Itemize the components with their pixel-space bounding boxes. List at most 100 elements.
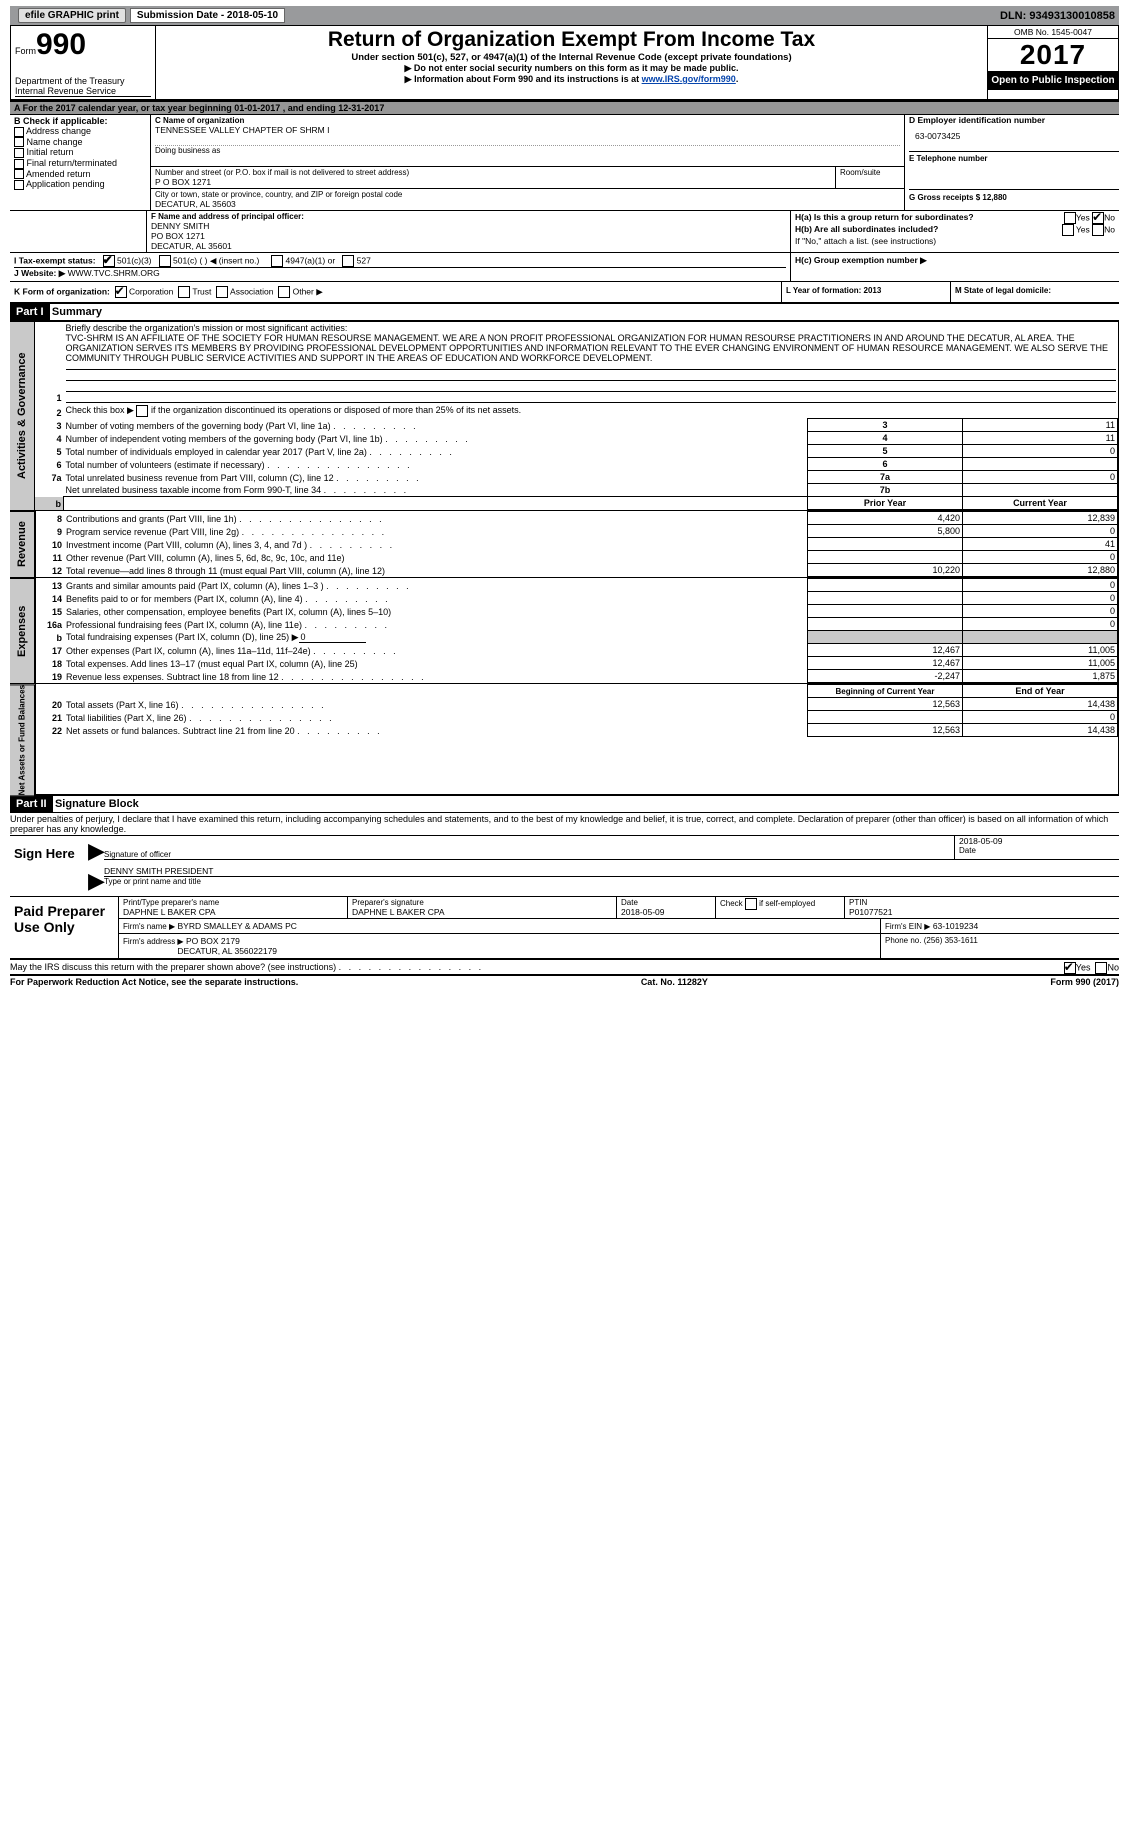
prep-date: 2018-05-09 <box>621 907 711 917</box>
line-10-cur: 41 <box>963 538 1118 551</box>
website-value: WWW.TVC.SHRM.ORG <box>68 268 160 278</box>
check-final-return[interactable]: Final return/terminated <box>27 158 118 168</box>
line-21-end: 0 <box>963 711 1118 724</box>
section-b-label: B Check if applicable: <box>14 116 150 126</box>
line-4-label: Number of independent voting members of … <box>66 434 468 444</box>
mission-text: TVC-SHRM IS AN AFFILIATE OF THE SOCIETY … <box>66 333 1109 363</box>
check-initial-return[interactable]: Initial return <box>27 147 74 157</box>
line-16b-label: Total fundraising expenses (Part IX, col… <box>66 632 299 642</box>
irs-link[interactable]: www.IRS.gov/form990 <box>642 74 736 84</box>
section-d-label: D Employer identification number <box>909 115 1119 125</box>
part-1-title: Summary <box>52 306 102 318</box>
check-other[interactable] <box>278 286 290 298</box>
dba-label: Doing business as <box>155 145 900 155</box>
row-a-tax-year: A For the 2017 calendar year, or tax yea… <box>10 100 1119 115</box>
check-name-change[interactable]: Name change <box>27 137 83 147</box>
line-6-value <box>963 458 1118 471</box>
firm-addr2: DECATUR, AL 356022179 <box>177 946 277 956</box>
ptin-label: PTIN <box>849 898 1115 907</box>
line-22-beg: 12,563 <box>808 724 963 737</box>
line-16a-cur: 0 <box>963 618 1118 631</box>
self-employed-check[interactable]: Check if self-employed <box>715 897 844 918</box>
check-amended-return[interactable]: Amended return <box>26 169 91 179</box>
line-9-label: Program service revenue (Part VIII, line… <box>66 527 384 537</box>
line-16a-prior <box>808 618 963 631</box>
line-19-label: Revenue less expenses. Subtract line 18 … <box>66 672 424 682</box>
line-17-cur: 11,005 <box>963 644 1118 657</box>
prep-name: DAPHNE L BAKER CPA <box>123 907 343 917</box>
may-yes-check[interactable] <box>1064 962 1076 974</box>
end-year-header: End of Year <box>963 685 1118 698</box>
line-1-label: Briefly describe the organization's miss… <box>66 323 348 333</box>
top-bar: efile GRAPHIC print Submission Date - 20… <box>10 6 1119 25</box>
hc-label: H(c) Group exemption number ▶ <box>795 255 1115 266</box>
check-527[interactable] <box>342 255 354 267</box>
check-501c3[interactable] <box>103 255 115 267</box>
form-subtitle-3: ▶ Information about Form 990 and its ins… <box>162 74 981 85</box>
may-discuss-label: May the IRS discuss this return with the… <box>10 962 481 972</box>
may-no-check[interactable] <box>1095 962 1107 974</box>
line-7a-label: Total unrelated business revenue from Pa… <box>66 473 419 483</box>
ha-label: H(a) Is this a group return for subordin… <box>795 212 974 222</box>
check-address-change[interactable]: Address change <box>26 126 91 136</box>
line-21-beg <box>808 711 963 724</box>
check-trust[interactable] <box>178 286 190 298</box>
line-19-cur: 1,875 <box>963 670 1118 683</box>
line-2-label: Check this box ▶ if the organization dis… <box>66 405 522 415</box>
part-2-title: Signature Block <box>55 798 139 810</box>
line-21-label: Total liabilities (Part X, line 26) <box>66 713 332 723</box>
section-m: M State of legal domicile: <box>950 282 1119 302</box>
line-7a-value: 0 <box>963 471 1118 484</box>
check-corporation[interactable] <box>115 286 127 298</box>
line-8-cur: 12,839 <box>963 512 1118 525</box>
omb-number: OMB No. 1545-0047 <box>988 26 1118 39</box>
line-12-cur: 12,880 <box>963 564 1118 577</box>
firm-addr-label: Firm's address ▶ <box>123 937 184 946</box>
section-e-label: E Telephone number <box>909 154 1119 163</box>
ein-value: 63-0073425 <box>915 131 1119 141</box>
section-j-label: J Website: ▶ <box>14 268 65 278</box>
line-18-label: Total expenses. Add lines 13–17 (must eq… <box>66 659 358 669</box>
firm-addr1: PO BOX 2179 <box>186 936 240 946</box>
line-14-cur: 0 <box>963 592 1118 605</box>
check-501c[interactable] <box>159 255 171 267</box>
line-20-end: 14,438 <box>963 698 1118 711</box>
efile-graphic-print-button[interactable]: efile GRAPHIC print <box>18 8 126 23</box>
line-7b-label: Net unrelated business taxable income fr… <box>66 485 407 495</box>
room-suite-label: Room/suite <box>836 167 904 188</box>
line-3-label: Number of voting members of the governin… <box>66 421 416 431</box>
officer-printed-name: DENNY SMITH PRESIDENT <box>104 866 1119 876</box>
line-4-value: 11 <box>963 432 1118 445</box>
firm-name-label: Firm's name ▶ <box>123 922 175 931</box>
line-11-label: Other revenue (Part VIII, column (A), li… <box>66 553 344 563</box>
line-5-value: 0 <box>963 445 1118 458</box>
check-application-pending[interactable]: Application pending <box>26 179 105 189</box>
check-association[interactable] <box>216 286 228 298</box>
officer-addr1: PO BOX 1271 <box>151 231 786 241</box>
section-c-label: C Name of organization <box>155 116 900 125</box>
side-expenses: Expenses <box>10 578 35 684</box>
hb-label: H(b) Are all subordinates included? <box>795 224 938 234</box>
line-22-end: 14,438 <box>963 724 1118 737</box>
type-print-label: Type or print name and title <box>104 876 1119 886</box>
line-8-prior: 4,420 <box>808 512 963 525</box>
section-i: I Tax-exempt status: 501(c)(3) 501(c) ( … <box>14 255 786 268</box>
form-word: Form <box>15 46 36 56</box>
line-15-label: Salaries, other compensation, employee b… <box>66 607 391 617</box>
line-15-prior <box>808 605 963 618</box>
footer-left: For Paperwork Reduction Act Notice, see … <box>10 977 298 987</box>
dept-treasury: Department of the Treasury <box>15 76 151 86</box>
section-l: L Year of formation: 2013 <box>781 282 950 302</box>
tax-year: 2017 <box>988 39 1118 71</box>
line-5-label: Total number of individuals employed in … <box>66 447 452 457</box>
line-17-prior: 12,467 <box>808 644 963 657</box>
line-11-cur: 0 <box>963 551 1118 564</box>
section-k-label: K Form of organization: <box>14 286 110 296</box>
prior-year-header: Prior Year <box>808 497 963 510</box>
irs-label: Internal Revenue Service <box>15 86 151 97</box>
line-8-label: Contributions and grants (Part VIII, lin… <box>66 514 382 524</box>
line-9-cur: 0 <box>963 525 1118 538</box>
line-13-label: Grants and similar amounts paid (Part IX… <box>66 581 409 591</box>
check-4947[interactable] <box>271 255 283 267</box>
side-revenue: Revenue <box>10 511 35 578</box>
